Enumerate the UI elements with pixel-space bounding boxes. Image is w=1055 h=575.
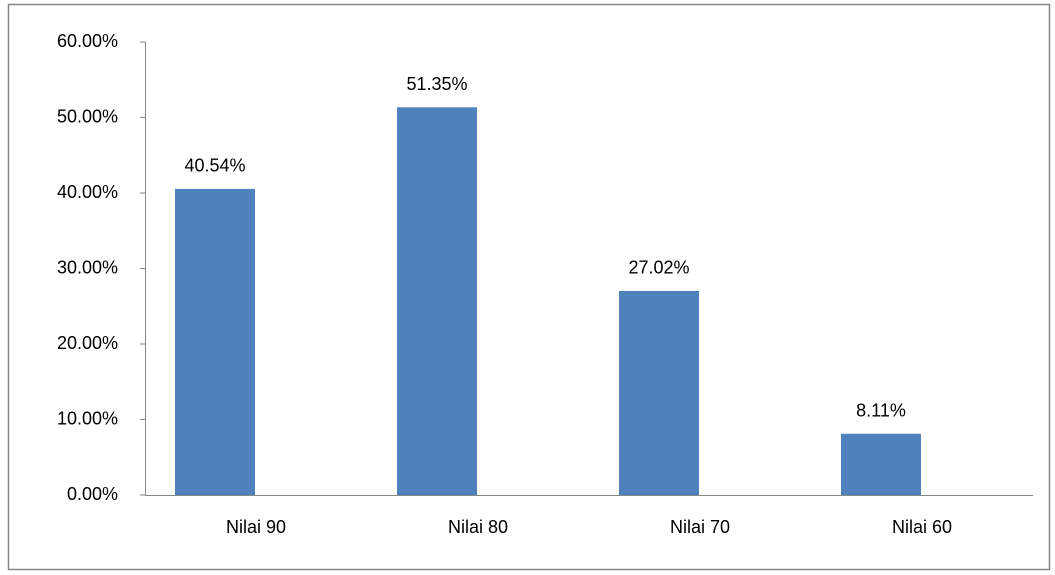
bar bbox=[841, 433, 921, 495]
data-label: 27.02% bbox=[628, 258, 689, 278]
y-tick-label: 40.00% bbox=[57, 182, 118, 202]
y-tick-label: 30.00% bbox=[57, 257, 118, 277]
y-tick-label: 60.00% bbox=[57, 31, 118, 51]
data-label: 8.11% bbox=[856, 401, 906, 421]
y-tick-label: 0.00% bbox=[67, 484, 118, 504]
data-label: 51.35% bbox=[406, 74, 467, 94]
x-tick-label: Nilai 70 bbox=[670, 517, 730, 537]
bar bbox=[619, 290, 699, 495]
y-tick-label: 10.00% bbox=[57, 408, 118, 428]
y-tick-label: 20.00% bbox=[57, 333, 118, 353]
x-tick-label: Nilai 80 bbox=[448, 517, 508, 537]
data-label: 40.54% bbox=[184, 156, 245, 176]
bar bbox=[397, 107, 477, 496]
y-tick-label: 50.00% bbox=[57, 106, 118, 126]
x-tick-label: Nilai 60 bbox=[892, 517, 952, 537]
bar bbox=[175, 188, 255, 495]
x-tick-label: Nilai 90 bbox=[226, 517, 286, 537]
